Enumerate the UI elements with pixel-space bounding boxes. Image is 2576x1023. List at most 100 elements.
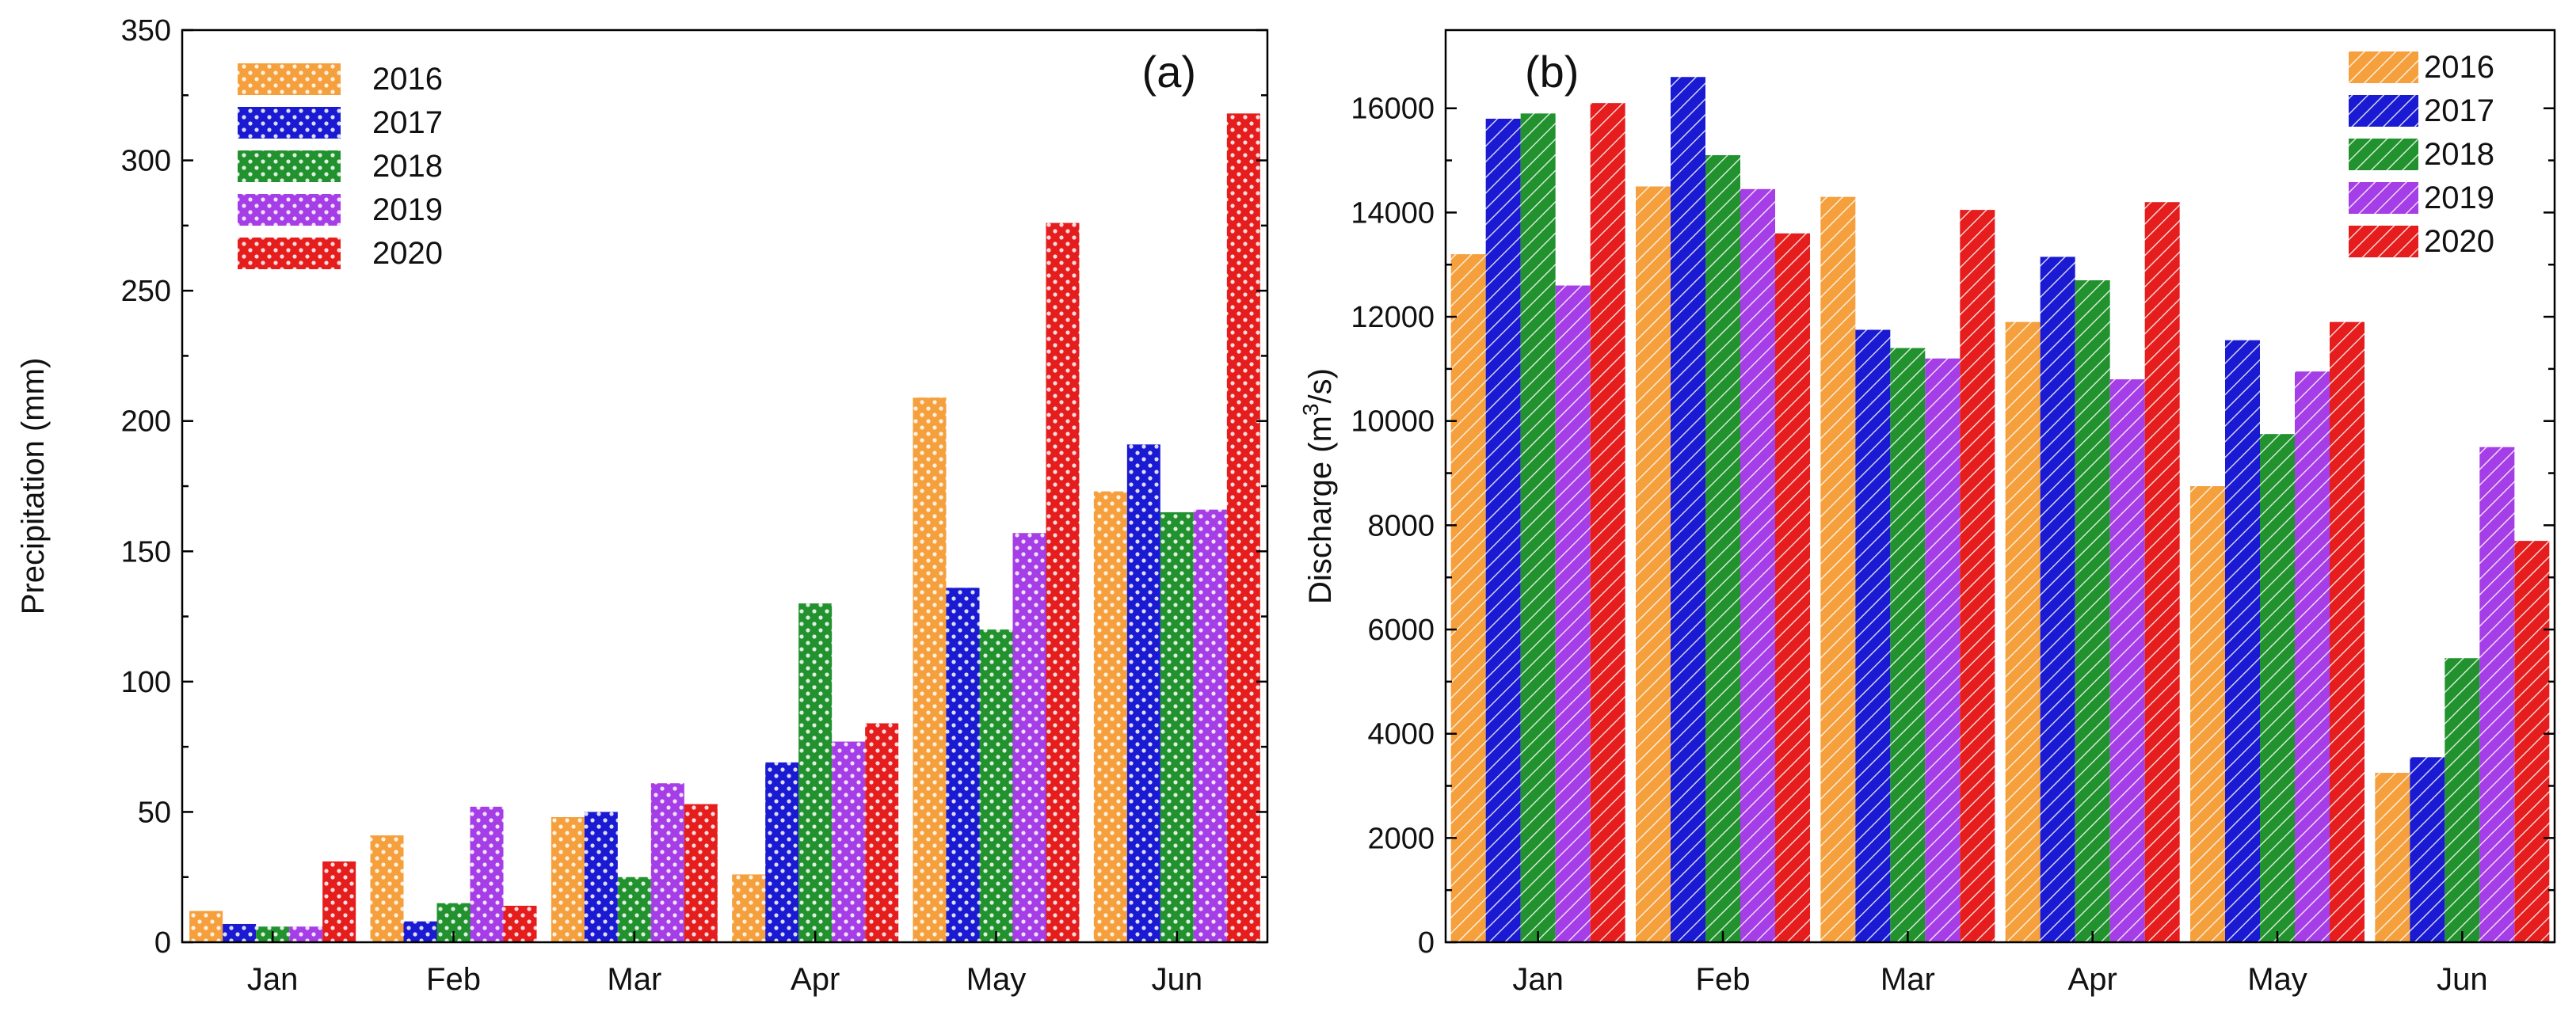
bar-a-2019-Mar [650,783,684,942]
legend-swatch-a-2019 [238,194,341,226]
bar-b-2017-Jan [1485,118,1521,942]
y-tick-label-a: 300 [121,145,171,178]
bar-b-2020-Jun [2514,541,2550,942]
x-tick-label-a-Jun: Jun [1152,962,1203,997]
y-tick-label-a: 50 [138,796,171,829]
x-tick-label-b-Jun: Jun [2437,962,2488,997]
x-tick-label-a-Feb: Feb [426,962,481,997]
x-tick-label-a-Mar: Mar [607,962,661,997]
legend-swatch-a-2017 [238,107,341,139]
bar-b-2019-Feb [1740,188,1775,942]
y-tick-label-b: 4000 [1367,718,1435,751]
legend-label-b-2019: 2019 [2424,181,2494,215]
y-tick-label-a: 350 [121,14,171,48]
y-tick-label-b: 16000 [1351,93,1435,126]
bar-b-2016-May [2190,486,2225,942]
bar-a-2020-May [1046,222,1080,943]
bar-b-2019-Apr [2109,379,2145,943]
y-tick-label-b: 6000 [1367,614,1435,647]
bar-a-2018-Apr [798,603,833,942]
legend-swatch-a-2020 [238,238,341,269]
bar-b-2016-Jan [1450,254,1486,942]
y-tick-label-b: 0 [1418,926,1435,960]
bar-b-2016-Apr [2005,321,2041,942]
x-tick-label-b-Feb: Feb [1696,962,1751,997]
panel-a-precipitation-chart: 0 50 100 150 200 250 300 350 Jan Feb Mar Apr May Jun P… [16,14,1269,997]
panel-label-b: (b) [1525,47,1579,97]
bar-a-2017-Jun [1126,444,1160,942]
bar-a-2019-May [1012,533,1046,942]
bar-b-2016-Mar [1820,196,1856,942]
bar-b-2020-Mar [1960,210,1995,942]
bar-a-2020-Jan [322,861,356,942]
bar-a-2017-Apr [765,762,799,942]
bar-b-2018-Jun [2445,658,2480,942]
bar-b-2018-Jan [1520,113,1556,943]
x-tick-label-b-Jan: Jan [1512,962,1564,997]
bar-a-2020-Jun [1226,113,1260,943]
bar-b-2020-Apr [2144,202,2180,943]
legend-label-b-2017: 2017 [2424,93,2494,128]
y-axis-title-a: Precipitation (mm) [16,358,51,615]
legend-label-a-2020: 2020 [372,236,443,271]
bar-a-2017-May [946,588,980,942]
y-tick-label-a: 200 [121,405,171,439]
legend-label-b-2018: 2018 [2424,137,2494,172]
bar-a-2019-Feb [470,806,504,942]
bar-b-2016-Jun [2375,773,2410,942]
bar-b-2018-Apr [2075,280,2110,942]
bar-b-2016-Feb [1636,186,1671,942]
y-tick-label-b: 10000 [1351,405,1435,439]
legend-swatch-a-2018 [238,150,341,182]
bar-b-2019-Jan [1555,285,1591,942]
y-tick-label-a: 0 [154,926,171,960]
bar-b-2019-May [2295,371,2330,943]
bar-a-2019-Jun [1193,509,1227,942]
legend-swatch-b-2018 [2349,139,2418,170]
legend-label-b-2020: 2020 [2424,224,2494,259]
legend-swatch-b-2020 [2349,226,2418,257]
panel-b-discharge-chart: 0 2000 4000 6000 8000 10000 12000 14000 16000 Jan… [1298,29,2556,997]
legend-label-a-2016: 2016 [372,62,443,97]
plot-frame-b [1444,29,2556,944]
bar-a-2016-Feb [370,835,404,942]
bar-a-2016-Jan [189,911,223,942]
bar-b-2017-May [2225,340,2260,942]
bar-a-2017-Feb [403,921,437,942]
bar-a-2020-Apr [865,723,899,942]
panel-label-a: (a) [1142,47,1196,97]
legend-label-a-2017: 2017 [372,105,443,140]
bar-a-2018-Jun [1160,512,1194,942]
bar-b-2018-May [2260,434,2295,942]
legend-label-b-2016: 2016 [2424,50,2494,85]
bar-b-2019-Mar [1925,358,1961,943]
x-tick-label-b-Apr: Apr [2068,962,2117,997]
legend-swatch-b-2019 [2349,182,2418,214]
bar-b-2017-Jun [2410,757,2445,942]
x-tick-label-b-May: May [2247,962,2307,997]
x-tick-label-a-Jan: Jan [247,962,299,997]
bar-b-2020-Feb [1775,233,1810,942]
bar-b-2017-Apr [2040,257,2075,943]
y-tick-label-b: 12000 [1351,301,1435,334]
bar-b-2018-Mar [1890,348,1926,942]
bar-a-2017-Jan [223,923,257,942]
bar-a-2016-Mar [551,817,585,942]
bar-a-2016-Jun [1093,491,1127,942]
bar-b-2019-Jun [2479,447,2515,942]
y-tick-label-a: 250 [121,275,171,308]
legend-label-a-2019: 2019 [372,192,443,227]
legend-swatch-b-2017 [2349,95,2418,127]
legend-label-a-2018: 2018 [372,149,443,184]
x-tick-label-a-May: May [966,962,1027,997]
bar-b-2017-Mar [1855,329,1891,942]
y-tick-label-b: 2000 [1367,822,1435,855]
x-tick-label-a-Apr: Apr [791,962,840,997]
bar-a-2016-Apr [732,874,766,942]
bar-b-2020-May [2330,321,2365,942]
y-axis-title-b: Discharge (m3/s) [1298,368,1338,604]
bar-a-2018-May [979,629,1013,942]
bar-a-2020-Mar [684,804,718,942]
